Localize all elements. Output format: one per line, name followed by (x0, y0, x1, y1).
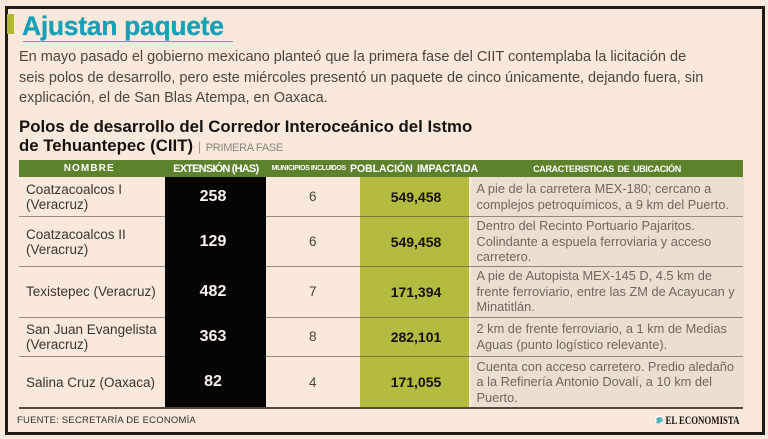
svg-text:EL ECONOMISTA: EL ECONOMISTA (666, 414, 741, 426)
